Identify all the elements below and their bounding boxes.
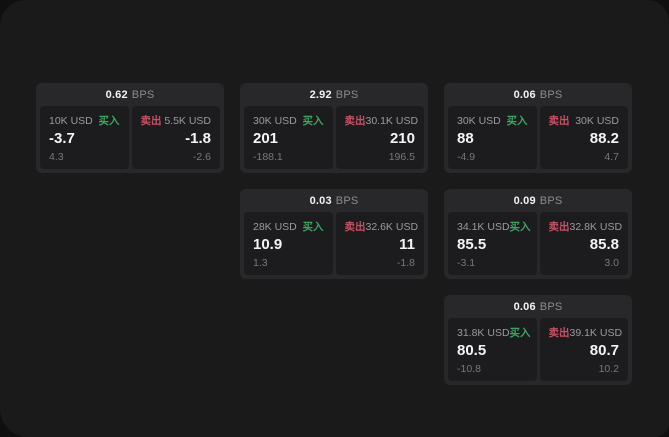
buy-delta: -10.8 [457, 363, 481, 375]
sell-delta: 10.2 [598, 363, 619, 375]
buy-panel[interactable]: 10K USD 买入 -3.7 4.3 [40, 106, 129, 169]
quote-card-4: 0.03 BPS 28K USD 买入 10.9 1.3 卖出 32.6K US… [240, 189, 428, 279]
buy-side-label: 买入 [509, 221, 531, 233]
sell-side-label: 卖出 [548, 115, 570, 127]
bps-value: 0.03 [309, 194, 332, 207]
card-header: 2.92 BPS [244, 83, 424, 106]
sell-notional: 32.6K USD [365, 220, 419, 233]
sell-price: 88.2 [589, 130, 619, 147]
buy-panel[interactable]: 30K USD 买入 201 -188.1 [244, 106, 333, 169]
bps-unit-label: BPS [131, 88, 155, 101]
sell-delta: 3.0 [604, 257, 619, 269]
sell-notional: 30K USD [575, 114, 619, 127]
buy-side-label: 买入 [98, 115, 120, 127]
buy-delta: 1.3 [253, 257, 268, 269]
sell-panel[interactable]: 卖出 32.8K USD 85.8 3.0 [539, 212, 628, 275]
sell-side-label: 卖出 [548, 327, 570, 339]
buy-delta: -188.1 [253, 151, 283, 163]
sell-side-label: 卖出 [344, 115, 366, 127]
buy-panel[interactable]: 28K USD 买入 10.9 1.3 [244, 212, 333, 275]
buy-sell-panels: 30K USD 买入 201 -188.1 卖出 30.1K USD 210 1… [244, 106, 424, 169]
quote-card-6: 0.06 BPS 31.8K USD 买入 80.5 -10.8 卖出 39.1… [444, 295, 632, 385]
buy-notional: 30K USD [457, 114, 501, 127]
bps-value: 0.06 [513, 300, 536, 313]
sell-notional: 5.5K USD [164, 114, 211, 127]
sell-side-label: 卖出 [344, 221, 366, 233]
buy-delta: -3.1 [457, 257, 476, 269]
bps-unit-label: BPS [539, 194, 563, 207]
bps-unit-label: BPS [539, 300, 563, 313]
sell-notional: 39.1K USD [569, 326, 623, 339]
sell-price: 210 [389, 130, 415, 147]
quote-card-1: 0.62 BPS 10K USD 买入 -3.7 4.3 卖出 5.5K USD… [36, 83, 224, 173]
sell-delta: 4.7 [604, 151, 619, 163]
sell-side-label: 卖出 [140, 115, 162, 127]
sell-notional: 30.1K USD [365, 114, 419, 127]
sell-panel[interactable]: 卖出 5.5K USD -1.8 -2.6 [131, 106, 220, 169]
sell-price: 80.7 [589, 342, 619, 359]
sell-notional: 32.8K USD [569, 220, 623, 233]
buy-sell-panels: 31.8K USD 买入 80.5 -10.8 卖出 39.1K USD 80.… [448, 318, 628, 381]
sell-price: 11 [399, 236, 415, 253]
buy-delta: 4.3 [49, 151, 64, 163]
sell-panel[interactable]: 卖出 30.1K USD 210 196.5 [335, 106, 424, 169]
buy-side-label: 买入 [509, 327, 531, 339]
card-header: 0.03 BPS [244, 189, 424, 212]
sell-panel[interactable]: 卖出 39.1K USD 80.7 10.2 [539, 318, 628, 381]
card-header: 0.06 BPS [448, 295, 628, 318]
buy-side-label: 买入 [506, 115, 528, 127]
buy-sell-panels: 34.1K USD 买入 85.5 -3.1 卖出 32.8K USD 85.8… [448, 212, 628, 275]
buy-side-label: 买入 [302, 115, 324, 127]
quote-card-3: 0.06 BPS 30K USD 买入 88 -4.9 卖出 30K USD 8… [444, 83, 632, 173]
buy-price: -3.7 [49, 130, 75, 147]
sell-price: -1.8 [185, 130, 211, 147]
sell-delta: 196.5 [388, 151, 415, 163]
card-header: 0.06 BPS [448, 83, 628, 106]
buy-notional: 31.8K USD [457, 326, 510, 339]
buy-panel[interactable]: 31.8K USD 买入 80.5 -10.8 [448, 318, 537, 381]
sell-side-label: 卖出 [548, 221, 570, 233]
bps-unit-label: BPS [335, 194, 359, 207]
bps-value: 0.06 [513, 88, 536, 101]
bps-value: 2.92 [309, 88, 332, 101]
card-header: 0.62 BPS [40, 83, 220, 106]
bps-unit-label: BPS [335, 88, 359, 101]
bps-value: 0.62 [105, 88, 128, 101]
buy-notional: 28K USD [253, 220, 297, 233]
buy-sell-panels: 10K USD 买入 -3.7 4.3 卖出 5.5K USD -1.8 -2.… [40, 106, 220, 169]
buy-price: 85.5 [457, 236, 487, 253]
bps-value: 0.09 [513, 194, 536, 207]
bps-unit-label: BPS [539, 88, 563, 101]
sell-price: 85.8 [589, 236, 619, 253]
buy-delta: -4.9 [457, 151, 476, 163]
sell-panel[interactable]: 卖出 30K USD 88.2 4.7 [539, 106, 628, 169]
buy-notional: 34.1K USD [457, 220, 510, 233]
buy-sell-panels: 28K USD 买入 10.9 1.3 卖出 32.6K USD 11 -1.8 [244, 212, 424, 275]
buy-panel[interactable]: 34.1K USD 买入 85.5 -3.1 [448, 212, 537, 275]
buy-price: 201 [253, 130, 279, 147]
buy-sell-panels: 30K USD 买入 88 -4.9 卖出 30K USD 88.2 4.7 [448, 106, 628, 169]
card-header: 0.09 BPS [448, 189, 628, 212]
buy-notional: 10K USD [49, 114, 93, 127]
quote-card-5: 0.09 BPS 34.1K USD 买入 85.5 -3.1 卖出 32.8K… [444, 189, 632, 279]
buy-price: 10.9 [253, 236, 283, 253]
sell-delta: -2.6 [192, 151, 211, 163]
buy-notional: 30K USD [253, 114, 297, 127]
buy-panel[interactable]: 30K USD 买入 88 -4.9 [448, 106, 537, 169]
sell-panel[interactable]: 卖出 32.6K USD 11 -1.8 [335, 212, 424, 275]
buy-price: 80.5 [457, 342, 487, 359]
buy-side-label: 买入 [302, 221, 324, 233]
sell-delta: -1.8 [396, 257, 415, 269]
quote-card-2: 2.92 BPS 30K USD 买入 201 -188.1 卖出 30.1K … [240, 83, 428, 173]
buy-price: 88 [457, 130, 474, 147]
